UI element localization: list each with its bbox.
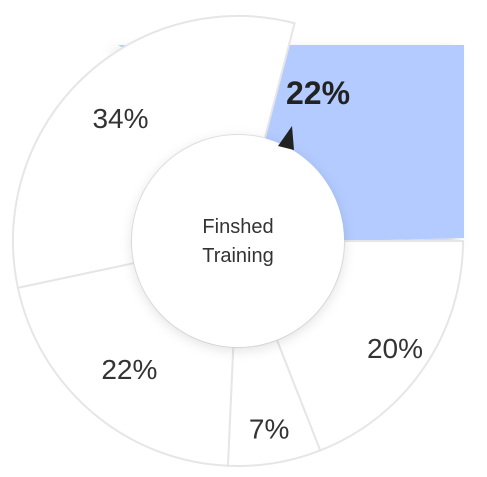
- center-disc: [132, 135, 344, 347]
- slice-label-1: 20%: [367, 333, 423, 364]
- slice-label-3: 22%: [101, 354, 157, 385]
- pointer-arrow-icon: [278, 126, 294, 150]
- slices-layer: [12, 15, 465, 467]
- center-label-line-2: Training: [202, 245, 274, 267]
- slice-label-2: 7%: [249, 413, 289, 444]
- labels-layer: 22% 20% 7% 22% 34%: [92, 75, 423, 444]
- slice-label-0: 22%: [286, 75, 350, 111]
- slice-label-4: 34%: [92, 103, 148, 134]
- center-label-line-1: Finshed: [202, 216, 273, 238]
